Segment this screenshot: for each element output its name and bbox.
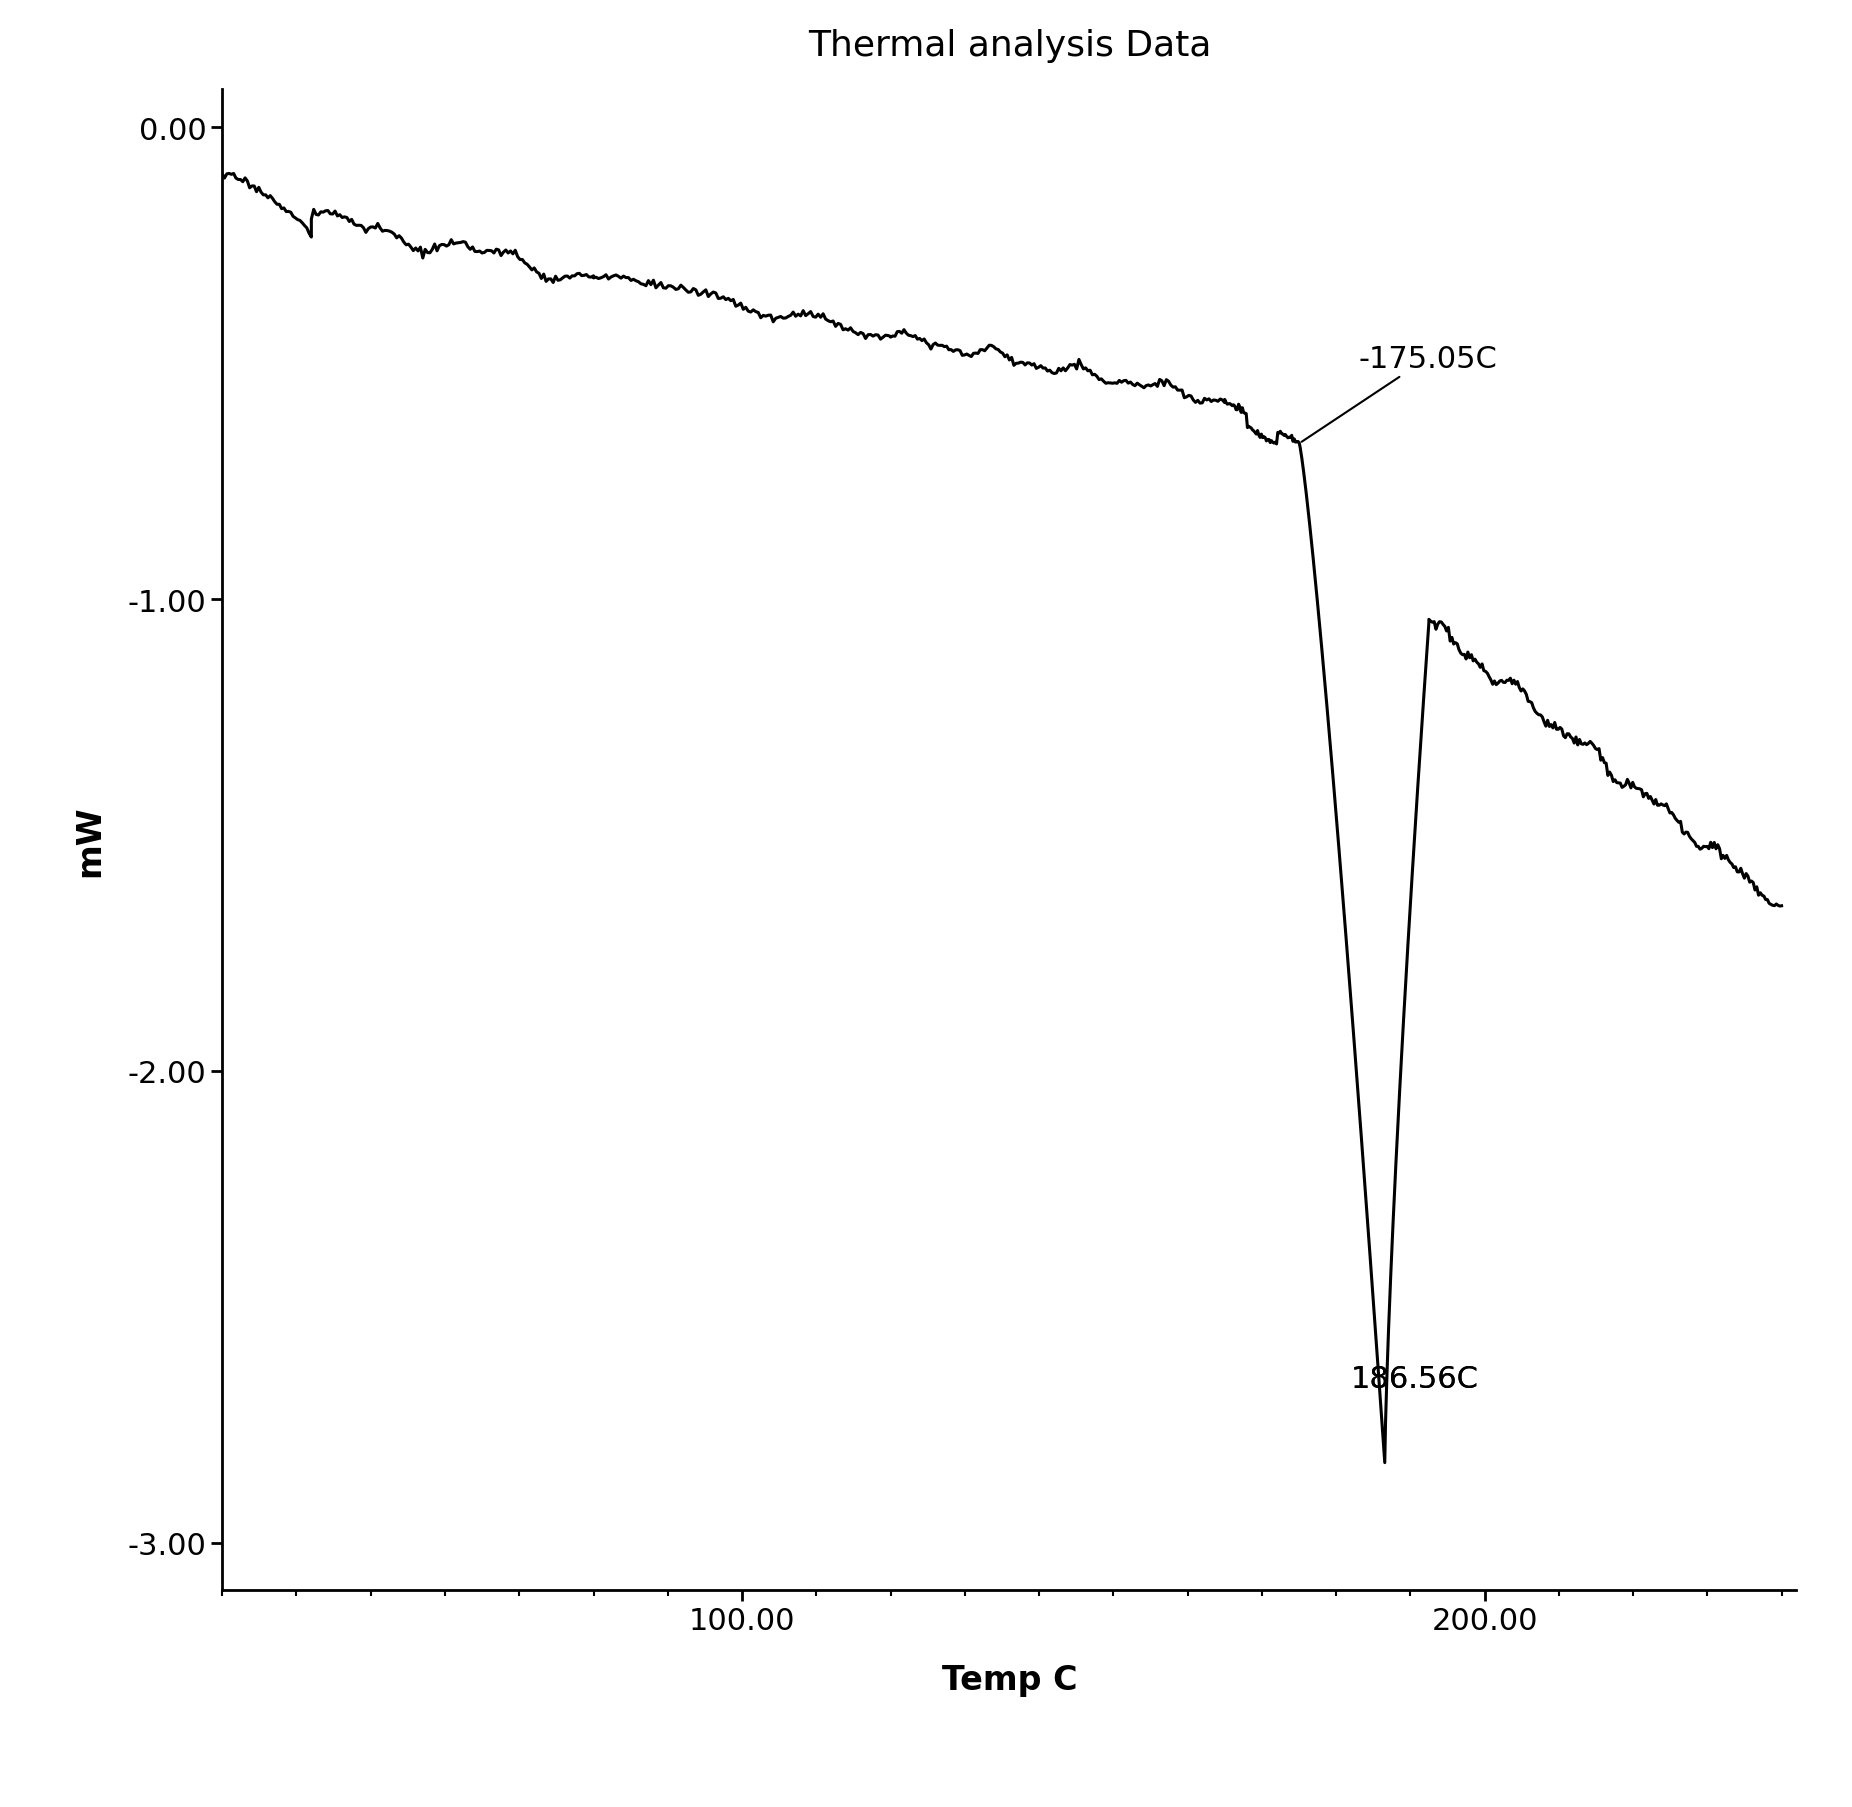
Title: Thermal analysis Data: Thermal analysis Data xyxy=(807,29,1211,63)
Text: -175.05C: -175.05C xyxy=(1302,345,1496,443)
Text: 186.56C: 186.56C xyxy=(1350,1364,1480,1393)
X-axis label: Temp C: Temp C xyxy=(941,1662,1078,1695)
Text: 186.56C: 186.56C xyxy=(1350,1364,1480,1393)
Y-axis label: mW: mW xyxy=(74,804,107,876)
